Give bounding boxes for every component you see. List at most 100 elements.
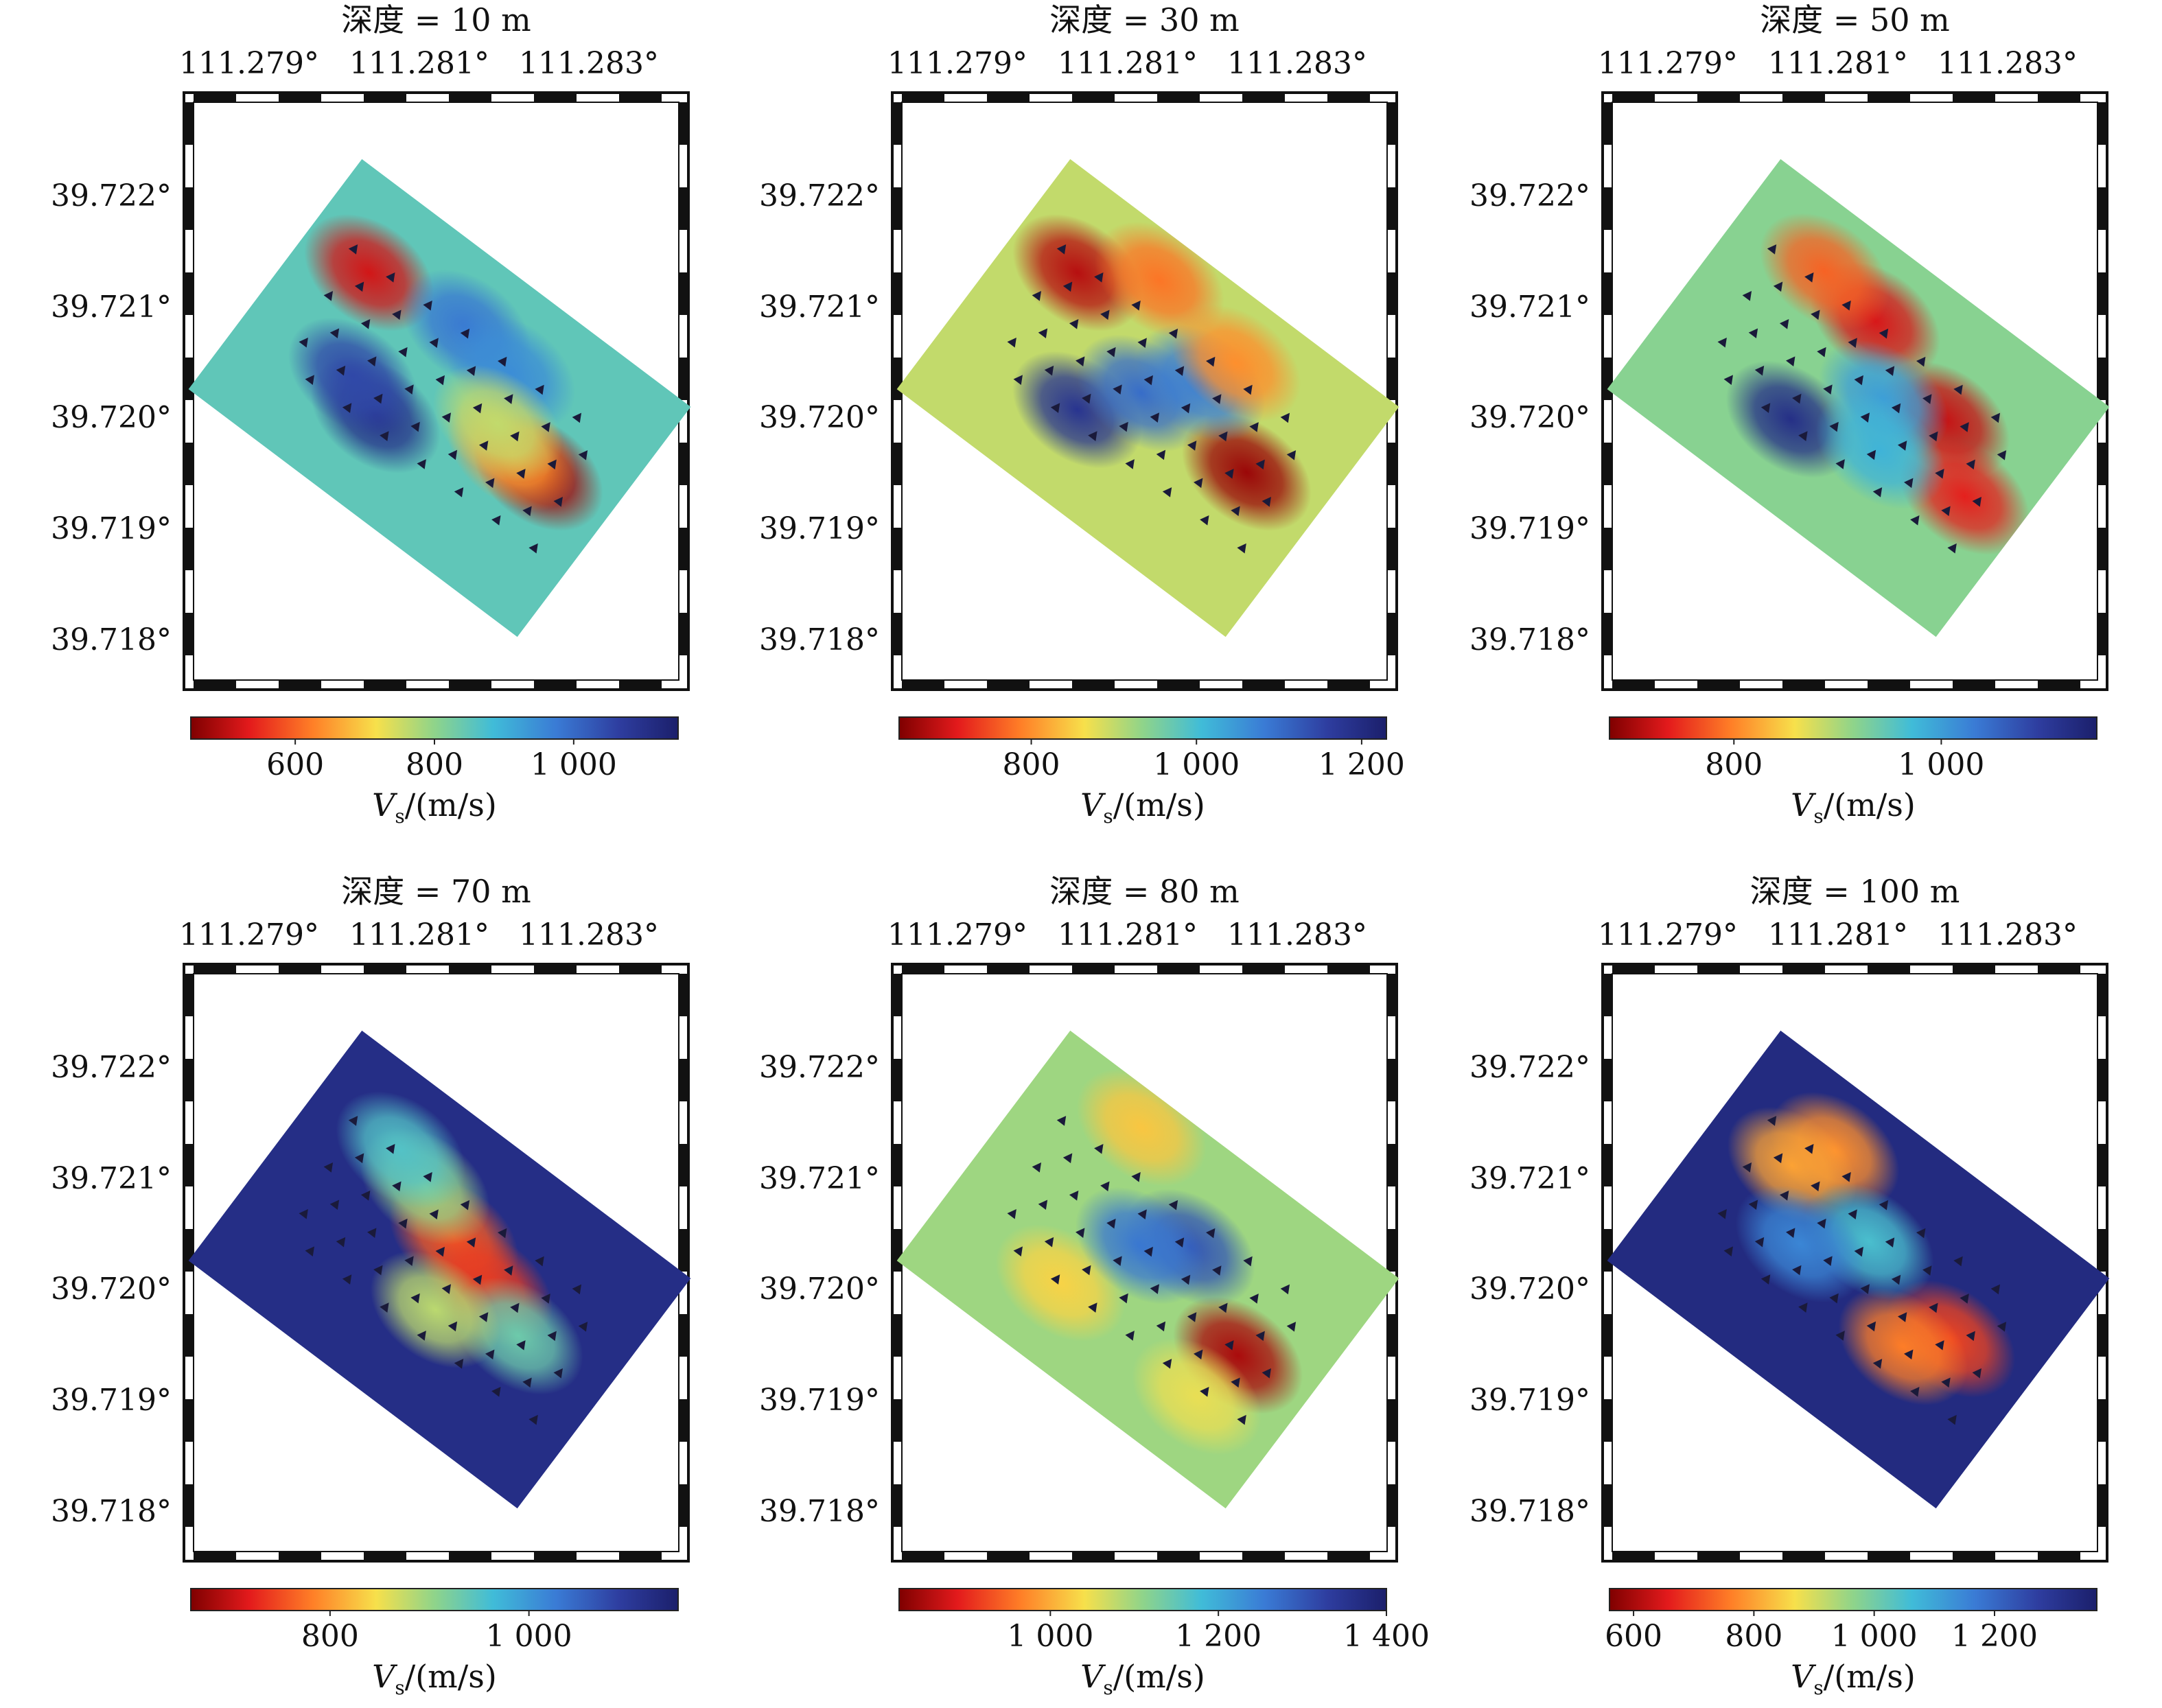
- station-marker: [1237, 1414, 1246, 1425]
- station-marker: [1206, 356, 1216, 367]
- station-marker: [1960, 422, 1969, 432]
- panel-title: 深度 = 80 m: [1049, 873, 1240, 910]
- station-marker: [1280, 412, 1290, 423]
- station-marker: [1866, 1321, 1876, 1332]
- lon-tick-label: 111.279°: [1598, 46, 1738, 81]
- station-marker: [1767, 244, 1777, 255]
- station-marker: [417, 1331, 426, 1341]
- station-marker: [305, 375, 314, 385]
- station-marker: [541, 422, 550, 432]
- station-marker: [447, 449, 458, 460]
- colorbar: [898, 1588, 1387, 1611]
- station-marker: [1056, 244, 1067, 255]
- station-marker: [510, 1302, 520, 1313]
- station-marker: [1224, 469, 1234, 479]
- colorbar-tick-label: 1 000: [1831, 1619, 1918, 1654]
- panel-title: 深度 = 50 m: [1760, 1, 1950, 38]
- station-marker: [516, 469, 526, 479]
- station-marker: [1922, 1265, 1932, 1276]
- station-marker: [1841, 300, 1851, 311]
- station-marker: [1212, 394, 1222, 404]
- station-marker: [1032, 291, 1042, 301]
- station-marker: [1194, 478, 1203, 489]
- station-marker: [1076, 356, 1085, 366]
- lat-tick-label: 39.721°: [51, 290, 172, 325]
- colorbar-label: Vs/(m/s): [1791, 786, 1916, 828]
- lon-tick-label: 111.281°: [1768, 917, 1908, 952]
- station-marker: [1082, 1265, 1091, 1276]
- station-marker: [1848, 338, 1857, 348]
- colorbar-label: Vs/(m/s): [372, 1658, 497, 1699]
- station-marker: [1997, 450, 2007, 460]
- station-marker: [1717, 337, 1727, 348]
- station-marker: [1879, 328, 1889, 339]
- station-marker: [1773, 281, 1783, 292]
- colorbar-tick-label: 1 200: [1318, 747, 1405, 782]
- station-marker: [1798, 1302, 1808, 1313]
- station-marker: [1007, 1208, 1016, 1219]
- lon-tick-label: 111.283°: [519, 917, 659, 952]
- station-marker: [348, 244, 358, 255]
- lat-tick-label: 39.719°: [1469, 1383, 1590, 1418]
- station-marker: [1150, 1284, 1160, 1294]
- station-marker: [1174, 366, 1185, 376]
- velocity-field: [1607, 1030, 2110, 1509]
- station-marker: [522, 506, 532, 517]
- lon-tick-label: 111.279°: [887, 917, 1027, 952]
- velocity-anomaly: [288, 317, 418, 435]
- station-marker: [1168, 328, 1178, 339]
- colorbar: [190, 716, 679, 740]
- station-marker: [1841, 1171, 1851, 1182]
- station-marker: [1760, 403, 1771, 413]
- station-marker: [1119, 421, 1128, 432]
- station-marker: [1779, 318, 1789, 329]
- station-marker: [1891, 403, 1901, 414]
- station-marker: [367, 1228, 377, 1238]
- station-marker: [1106, 1218, 1116, 1229]
- station-marker: [1137, 338, 1147, 348]
- colorbar-label: Vs/(m/s): [372, 786, 497, 828]
- station-marker: [429, 338, 439, 348]
- lat-tick-label: 39.718°: [1469, 622, 1590, 657]
- station-marker: [1206, 1228, 1216, 1239]
- station-marker: [1038, 328, 1048, 339]
- station-marker: [329, 1200, 340, 1210]
- lon-tick-label: 111.283°: [1227, 917, 1367, 952]
- station-marker: [354, 1153, 364, 1164]
- station-marker: [410, 421, 420, 432]
- station-marker: [572, 412, 582, 423]
- station-marker: [1150, 412, 1160, 423]
- station-marker: [572, 1284, 582, 1295]
- lon-tick-label: 111.281°: [349, 917, 489, 952]
- panel-title: 深度 = 30 m: [1049, 1, 1240, 38]
- station-marker: [1767, 1116, 1777, 1126]
- colorbar: [1609, 716, 2097, 740]
- velocity-anomaly: [1735, 1185, 1865, 1303]
- station-marker: [1860, 412, 1870, 423]
- station-marker: [417, 459, 426, 469]
- station-marker: [1231, 1377, 1240, 1388]
- station-marker: [1742, 291, 1752, 301]
- lat-tick-label: 39.721°: [51, 1161, 172, 1196]
- station-marker: [454, 1359, 464, 1369]
- station-marker: [1947, 543, 1957, 554]
- station-marker: [1910, 515, 1920, 526]
- map-panel: 深度 = 100 m 111.279° 111.281° 111.283° 39.722…: [1469, 873, 2110, 1699]
- station-marker: [472, 1274, 483, 1285]
- lat-tick-label: 39.722°: [1469, 178, 1590, 213]
- lat-tick-label: 39.720°: [1469, 1272, 1590, 1307]
- station-marker: [1218, 431, 1228, 442]
- station-marker: [398, 347, 408, 358]
- station-marker: [1916, 1228, 1926, 1239]
- lon-tick-label: 111.281°: [1058, 917, 1198, 952]
- velocity-field: [896, 159, 1399, 637]
- station-marker: [491, 515, 501, 526]
- station-marker: [516, 1340, 526, 1350]
- station-marker: [1044, 1237, 1054, 1248]
- station-marker: [541, 1294, 550, 1304]
- station-marker: [522, 1377, 532, 1388]
- lat-tick-label: 39.721°: [1469, 1161, 1590, 1196]
- station-marker: [342, 403, 352, 413]
- colorbar-tick-label: 1 400: [1343, 1619, 1430, 1654]
- lat-tick-label: 39.718°: [759, 1494, 880, 1529]
